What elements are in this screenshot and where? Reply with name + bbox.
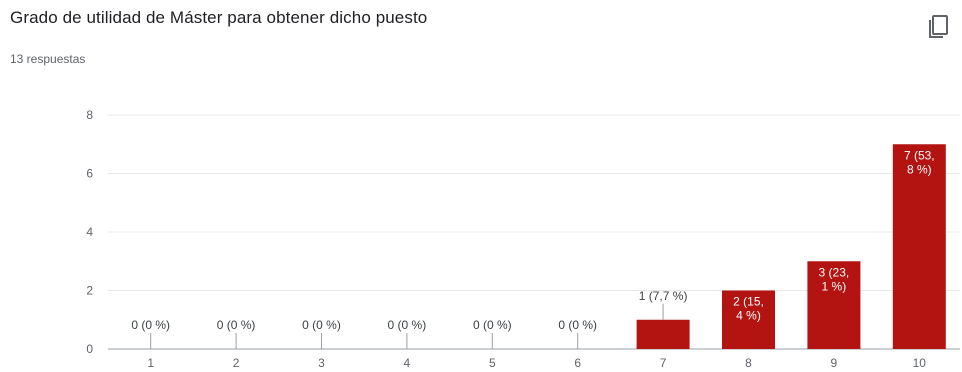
- bar-8: [722, 290, 775, 349]
- data-label: 8 %): [907, 162, 932, 176]
- x-tick-label: 8: [745, 356, 752, 370]
- data-label: 2 (15,: [733, 295, 764, 309]
- bar-10: [892, 144, 946, 349]
- bar-9: [807, 261, 861, 349]
- y-tick-label: 2: [86, 284, 93, 298]
- chart-title: Grado de utilidad de Máster para obtener…: [10, 8, 428, 27]
- data-label: 0 (0 %): [302, 318, 341, 332]
- y-tick-label: 8: [86, 108, 93, 122]
- bar-7: [636, 319, 690, 349]
- data-label: 0 (0 %): [558, 318, 597, 332]
- x-tick-label: 5: [489, 356, 496, 370]
- x-tick-label: 4: [404, 356, 411, 370]
- y-tick-label: 6: [86, 167, 93, 181]
- x-tick-label: 3: [318, 356, 325, 370]
- x-tick-label: 9: [831, 356, 838, 370]
- copy-chart-button[interactable]: [925, 12, 953, 40]
- data-label: 1 %): [822, 279, 847, 293]
- data-label: 7 (53,: [904, 148, 935, 162]
- copy-icon: [929, 15, 948, 38]
- data-label: 0 (0 %): [131, 318, 170, 332]
- response-count: 13 respuestas: [10, 52, 86, 66]
- x-tick-label: 2: [233, 356, 240, 370]
- data-label: 1 (7,7 %): [639, 289, 688, 303]
- data-label: 4 %): [736, 309, 761, 323]
- data-label: 0 (0 %): [217, 318, 256, 332]
- x-tick-label: 1: [147, 356, 154, 370]
- y-tick-label: 0: [86, 342, 93, 356]
- x-tick-label: 6: [574, 356, 581, 370]
- y-tick-label: 4: [86, 225, 93, 239]
- x-tick-label: 10: [913, 356, 927, 370]
- data-label: 0 (0 %): [388, 318, 427, 332]
- data-label: 0 (0 %): [473, 318, 512, 332]
- x-tick-label: 7: [660, 356, 667, 370]
- data-label: 3 (23,: [819, 265, 850, 279]
